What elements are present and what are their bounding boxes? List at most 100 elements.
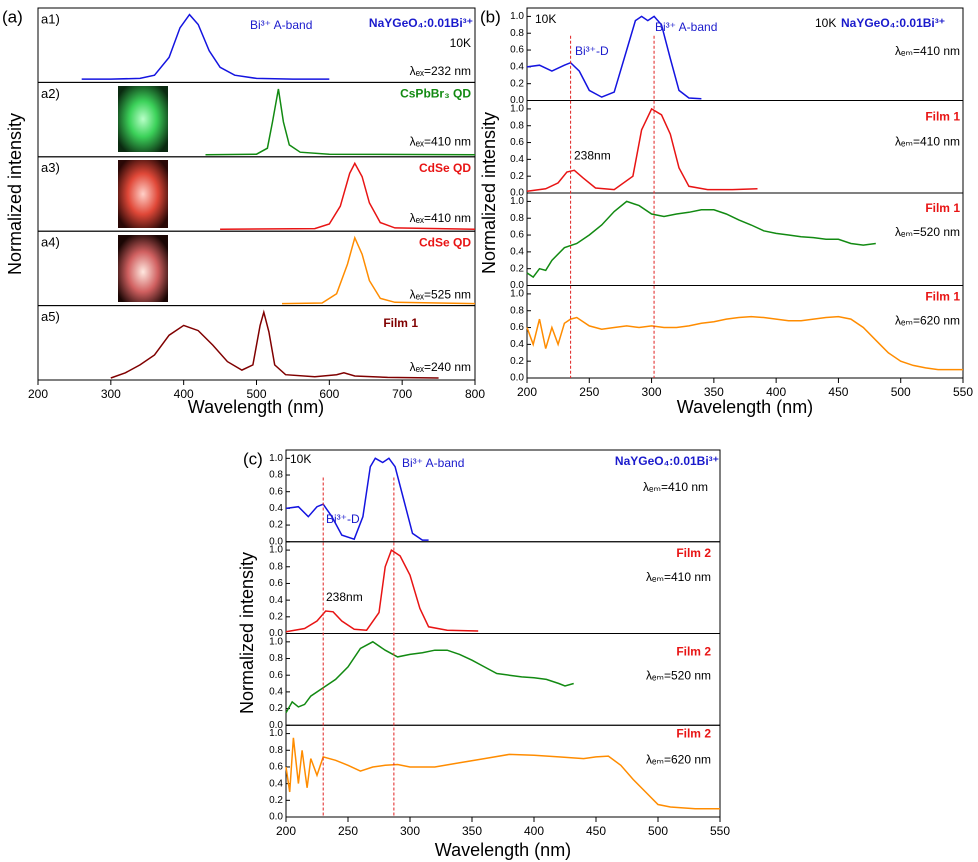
spectrum-line — [110, 309, 439, 379]
y-tick-label: 0.6 — [269, 762, 283, 773]
y-axis-title: Normalized intensity — [237, 552, 257, 714]
x-tick-label: 500 — [246, 387, 266, 401]
y-tick-label: 0.2 — [510, 78, 524, 89]
x-tick-label: 300 — [400, 824, 420, 838]
y-tick-label: 0.4 — [510, 339, 524, 350]
spectrum-line — [526, 200, 876, 279]
spectrum-line — [285, 457, 429, 541]
annotation: 238nm — [574, 149, 611, 163]
x-tick-label: 250 — [338, 824, 358, 838]
x-tick-label: 300 — [642, 385, 662, 399]
y-tick-label: 0.4 — [269, 778, 283, 789]
y-tick-label: 0.2 — [510, 263, 524, 274]
x-tick-label: 500 — [648, 824, 668, 838]
annotation: 10K — [450, 36, 471, 50]
subplot-label: a1) — [41, 11, 60, 26]
y-tick-label: 0.0 — [510, 280, 524, 291]
x-tick-label: 550 — [710, 824, 730, 838]
spectrum-line — [285, 640, 574, 714]
y-tick-label: 0.2 — [510, 356, 524, 367]
y-tick-label: 1.0 — [510, 11, 524, 22]
annotation: CsPbBr₃ QD — [400, 87, 471, 101]
annotation: Film 2 — [676, 726, 711, 740]
x-tick-label: 450 — [828, 385, 848, 399]
spectrum-line — [526, 107, 758, 193]
y-tick-label: 0.6 — [510, 322, 524, 333]
y-tick-label: 0.4 — [269, 595, 283, 606]
y-tick-label: 0.6 — [510, 45, 524, 56]
y-tick-label: 0.2 — [269, 611, 283, 622]
y-tick-label: 1.0 — [269, 545, 283, 556]
y-tick-label: 0.2 — [269, 703, 283, 714]
annotation: Film 1 — [925, 201, 960, 215]
spectrum-line — [285, 548, 479, 633]
annotation: Film 2 — [676, 645, 711, 659]
x-tick-label: 200 — [276, 824, 296, 838]
subplot-frame — [285, 541, 721, 634]
x-tick-label: 800 — [465, 387, 485, 401]
x-tick-label: 200 — [28, 387, 48, 401]
y-tick-label: 0.0 — [269, 812, 283, 823]
spectrum-line — [285, 737, 720, 810]
annotation: Bi³⁺-D — [326, 512, 360, 526]
y-tick-label: 0.8 — [510, 305, 524, 316]
annotation: NaYGeO₄:0.01Bi³⁺ — [841, 16, 945, 30]
annotation: λₑₓ=410 nm — [410, 135, 471, 149]
x-tick-label: 700 — [392, 387, 412, 401]
subplot-frame — [526, 192, 964, 286]
subplot-label: a3) — [41, 160, 60, 175]
spectrum-line — [526, 15, 702, 100]
y-tick-label: 0.4 — [510, 247, 524, 258]
annotation: λₑₓ=240 nm — [410, 360, 471, 374]
annotation: λₑₘ=520 nm — [895, 225, 960, 239]
x-axis-title: Wavelength (nm) — [435, 840, 571, 860]
annotation: λₑₘ=410 nm — [646, 570, 711, 584]
annotation: λₑₘ=410 nm — [895, 44, 960, 58]
annotation: 10K — [535, 12, 556, 26]
annotation: Film 2 — [676, 546, 711, 560]
spectrum-line — [81, 13, 330, 80]
y-tick-label: 0.4 — [510, 62, 524, 73]
annotation: NaYGeO₄:0.01Bi³⁺ — [615, 454, 719, 468]
y-tick-label: 0.6 — [510, 137, 524, 148]
y-tick-label: 0.6 — [510, 230, 524, 241]
subplot-frame — [285, 724, 721, 818]
x-tick-label: 450 — [586, 824, 606, 838]
y-tick-label: 0.4 — [269, 687, 283, 698]
x-axis-title: Wavelength (nm) — [188, 397, 324, 417]
subplot-frame — [526, 285, 964, 379]
x-tick-label: 250 — [579, 385, 599, 399]
annotation: λₑₘ=520 nm — [646, 669, 711, 683]
x-tick-label: 550 — [953, 385, 973, 399]
subplot-label: a5) — [41, 309, 60, 324]
x-tick-label: 400 — [174, 387, 194, 401]
x-tick-label: 400 — [524, 824, 544, 838]
spectrum-line — [281, 235, 476, 305]
x-tick-label: 500 — [891, 385, 911, 399]
annotation: Film 1 — [925, 110, 960, 124]
panel-label: (b) — [480, 7, 501, 26]
photo — [118, 160, 168, 228]
y-tick-label: 0.0 — [510, 373, 524, 384]
annotation: λₑₘ=620 nm — [646, 752, 711, 766]
annotation: Film 1 — [925, 290, 960, 304]
x-tick-label: 600 — [319, 387, 339, 401]
annotation: λₑₓ=410 nm — [410, 211, 471, 225]
y-tick-label: 0.0 — [510, 95, 524, 106]
y-tick-label: 1.0 — [510, 104, 524, 115]
annotation: CdSe QD — [419, 235, 471, 249]
annotation: Bi³⁺ A-band — [402, 456, 464, 470]
spectrum-line — [526, 315, 963, 371]
y-tick-label: 0.6 — [269, 486, 283, 497]
y-tick-label: 0.6 — [269, 578, 283, 589]
y-tick-label: 0.6 — [269, 670, 283, 681]
y-tick-label: 0.8 — [510, 28, 524, 39]
annotation: Bi³⁺-D — [575, 44, 609, 58]
annotation: λₑₘ=410 nm — [643, 480, 708, 494]
y-tick-label: 0.8 — [269, 745, 283, 756]
y-tick-label: 0.8 — [510, 120, 524, 131]
y-axis-title: Normalized intensity — [5, 113, 25, 275]
spectrum-line — [205, 88, 476, 156]
